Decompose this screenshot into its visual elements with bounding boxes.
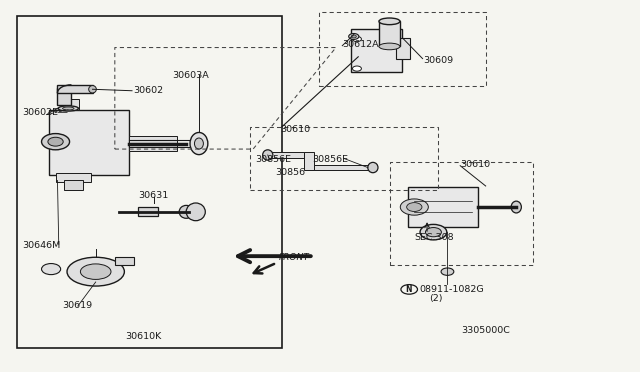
Bar (314, 164, 372, 170)
Bar (49, 110, 129, 175)
Text: FRONT: FRONT (278, 253, 309, 262)
Text: 30619: 30619 (62, 301, 92, 311)
Text: N: N (405, 285, 412, 294)
Ellipse shape (58, 106, 79, 111)
Ellipse shape (67, 257, 124, 286)
Circle shape (441, 268, 454, 275)
Ellipse shape (511, 201, 522, 213)
Bar (64, 180, 83, 190)
Bar (351, 29, 401, 72)
Text: (2): (2) (429, 294, 443, 303)
Ellipse shape (379, 18, 400, 25)
Circle shape (351, 35, 356, 38)
Ellipse shape (379, 43, 400, 50)
Circle shape (400, 199, 428, 215)
Ellipse shape (262, 150, 273, 160)
Text: 30610: 30610 (460, 160, 490, 169)
Bar (17, 16, 282, 349)
Text: 30856: 30856 (275, 168, 305, 177)
Text: SEC.308: SEC.308 (414, 233, 454, 242)
Bar (396, 38, 410, 59)
Text: 30856E: 30856E (312, 155, 348, 164)
Circle shape (353, 36, 362, 42)
Ellipse shape (426, 228, 442, 237)
Bar (58, 85, 93, 93)
Ellipse shape (195, 138, 204, 149)
Bar (56, 173, 91, 182)
Bar (138, 207, 157, 216)
Text: 30610: 30610 (280, 125, 310, 134)
Ellipse shape (89, 86, 97, 93)
Text: 08911-1082G: 08911-1082G (419, 285, 484, 294)
Ellipse shape (63, 107, 74, 110)
Bar (269, 152, 304, 158)
Text: 30646M: 30646M (22, 241, 60, 250)
Text: 30602E―: 30602E― (22, 108, 67, 118)
Circle shape (42, 263, 61, 275)
Ellipse shape (368, 162, 378, 173)
Ellipse shape (179, 205, 193, 218)
Ellipse shape (81, 264, 111, 279)
Circle shape (42, 134, 70, 150)
Text: 30609: 30609 (423, 56, 453, 65)
Ellipse shape (190, 132, 208, 155)
Bar (65, 99, 79, 110)
Bar (304, 152, 314, 170)
Text: 30631: 30631 (138, 191, 169, 200)
Text: 30610K: 30610K (125, 332, 162, 341)
Text: 30856E: 30856E (255, 155, 291, 164)
Ellipse shape (420, 224, 447, 240)
Circle shape (349, 33, 359, 39)
Ellipse shape (186, 203, 205, 221)
Text: 30602: 30602 (133, 86, 163, 95)
Text: 3305000C: 3305000C (461, 326, 510, 335)
Text: 30612A: 30612A (342, 41, 379, 49)
Bar (58, 88, 72, 105)
Bar (115, 257, 134, 265)
Text: 30603A: 30603A (172, 71, 209, 80)
Bar (129, 136, 177, 151)
Bar (408, 187, 478, 227)
Bar (380, 21, 400, 46)
Circle shape (406, 203, 422, 211)
Circle shape (48, 137, 63, 146)
Circle shape (353, 66, 362, 71)
